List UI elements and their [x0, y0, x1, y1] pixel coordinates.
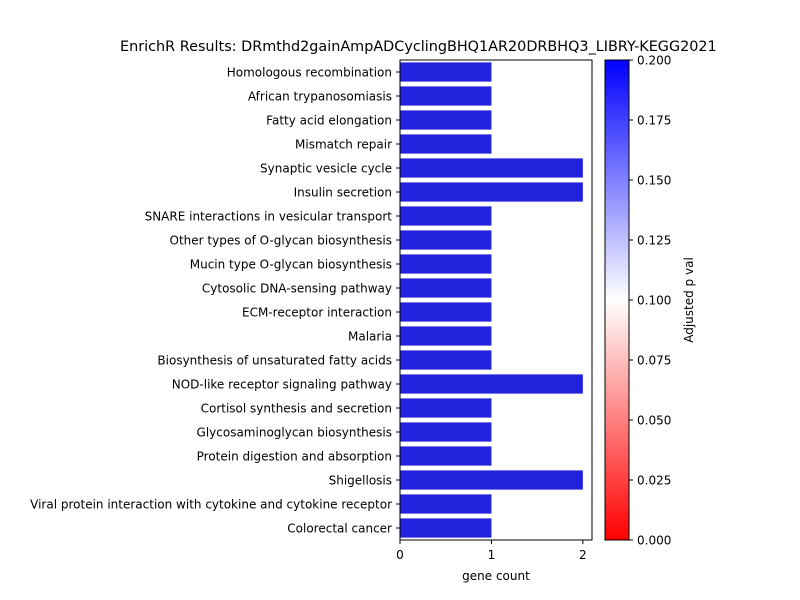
bar: [400, 86, 492, 106]
x-tick-label: 1: [488, 548, 496, 562]
category-label: Mucin type O-glycan biosynthesis: [190, 258, 392, 272]
x-axis-label: gene count: [462, 569, 530, 583]
bar: [400, 206, 492, 226]
category-label: Synaptic vesicle cycle: [260, 162, 392, 176]
category-label: Shigellosis: [329, 474, 392, 488]
category-label: African trypanosomiasis: [248, 90, 392, 104]
colorbar-tick-label: 0.000: [637, 534, 671, 548]
bar: [400, 110, 492, 130]
bar: [400, 302, 492, 322]
bar: [400, 446, 492, 466]
bars-group: [400, 62, 583, 538]
bar: [400, 254, 492, 274]
colorbar-tick-label: 0.075: [637, 354, 671, 368]
bar: [400, 518, 492, 538]
plot-frame: [399, 59, 593, 541]
category-label: Viral protein interaction with cytokine …: [30, 498, 392, 512]
colorbar-tick-label: 0.100: [637, 294, 671, 308]
colorbar-label: Adjusted p val: [682, 257, 696, 343]
category-labels: Homologous recombination African trypanos…: [30, 66, 400, 536]
colorbar-tick-label: 0.125: [637, 234, 671, 248]
colorbar: [604, 59, 630, 541]
x-tick-label: 0: [396, 548, 404, 562]
category-label: Homologous recombination: [227, 66, 392, 80]
category-label: Other types of O-glycan biosynthesis: [170, 234, 392, 248]
category-label: Colorectal cancer: [287, 522, 392, 536]
colorbar-tick-label: 0.175: [637, 114, 671, 128]
category-label: ECM-receptor interaction: [242, 306, 392, 320]
bar: [400, 494, 492, 514]
category-label: Insulin secretion: [294, 186, 392, 200]
colorbar-tick-label: 0.025: [637, 474, 671, 488]
category-label: Malaria: [348, 330, 392, 344]
category-label: Fatty acid elongation: [266, 114, 392, 128]
bar: [400, 374, 583, 394]
category-label: Cortisol synthesis and secretion: [201, 402, 392, 416]
bar: [400, 158, 583, 178]
x-axis: 0 1 2: [396, 540, 587, 562]
bar: [400, 422, 492, 442]
bar: [400, 182, 583, 202]
category-label: Mismatch repair: [295, 138, 392, 152]
colorbar-tick-label: 0.150: [637, 174, 671, 188]
category-label: Glycosaminoglycan biosynthesis: [197, 426, 392, 440]
bar: [400, 350, 492, 370]
category-label: SNARE interactions in vesicular transpor…: [145, 210, 393, 224]
category-label: NOD-like receptor signaling pathway: [172, 378, 392, 392]
bar: [400, 326, 492, 346]
x-tick-label: 2: [579, 548, 587, 562]
bar: [400, 398, 492, 418]
category-label: Biosynthesis of unsaturated fatty acids: [157, 354, 392, 368]
bar: [400, 230, 492, 250]
colorbar-tick-label: 0.050: [637, 414, 671, 428]
colorbar-ticks: 0.000 0.025 0.050 0.075 0.100 0.125 0.150 0.175…: [629, 54, 671, 548]
bar: [400, 62, 492, 82]
category-label: Cytosolic DNA-sensing pathway: [202, 282, 392, 296]
colorbar-tick-label: 0.200: [637, 54, 671, 68]
bar: [400, 134, 492, 154]
bar: [400, 470, 583, 490]
bar: [400, 278, 492, 298]
category-label: Protein digestion and absorption: [197, 450, 392, 464]
chart-title: EnrichR Results: DRmthd2gainAmpADCycling…: [120, 39, 717, 55]
